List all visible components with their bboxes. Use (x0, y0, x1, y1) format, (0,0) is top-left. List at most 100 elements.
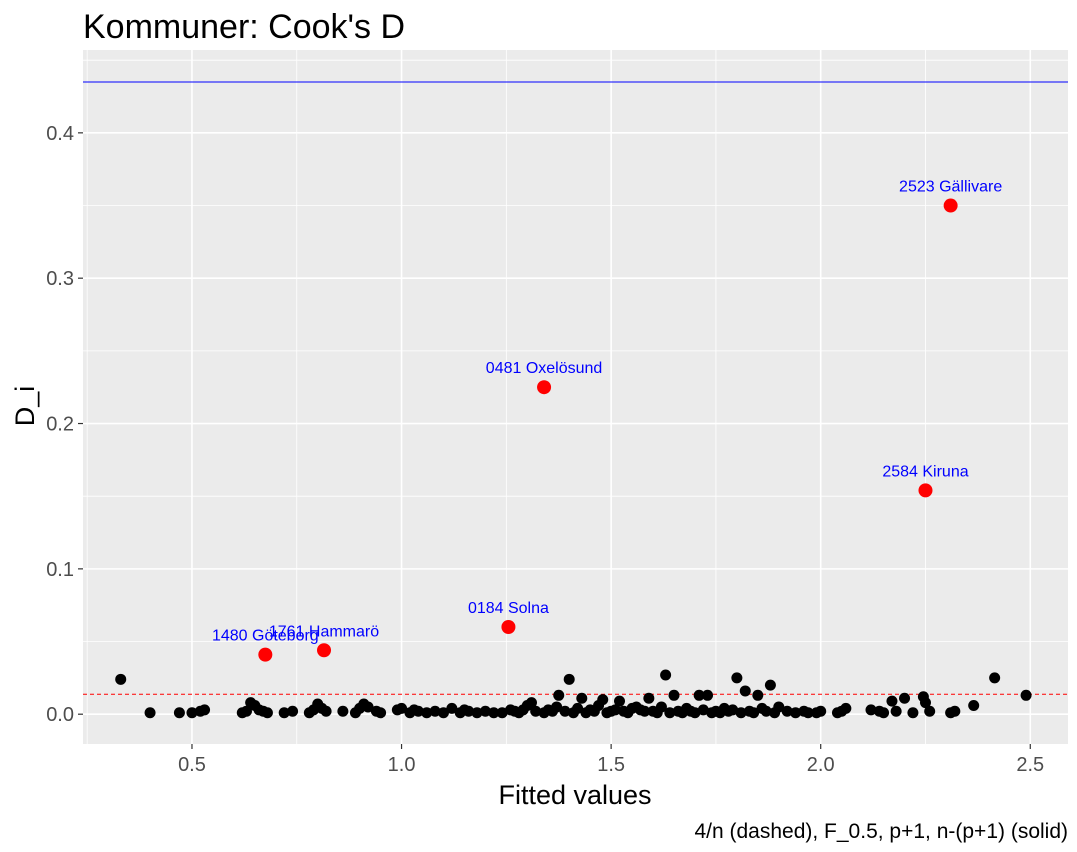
data-point (639, 705, 651, 717)
data-point (614, 695, 626, 707)
data-point (919, 697, 931, 709)
highlighted-point (258, 647, 273, 662)
data-point (572, 702, 584, 714)
data-point (479, 705, 491, 717)
highlighted-point (537, 380, 552, 395)
data-point (199, 704, 211, 716)
y-tick-label: 0.3 (46, 268, 74, 290)
data-point (781, 705, 793, 717)
data-point (989, 672, 1001, 684)
data-point (689, 707, 701, 719)
data-point (576, 692, 588, 704)
data-point (702, 689, 714, 701)
data-point (752, 689, 764, 701)
point-labels: 2523 Gällivare 0481 Oxelösund 2584 Kiruna 0… (212, 179, 1002, 645)
data-point (362, 701, 374, 713)
data-point (337, 705, 349, 717)
data-point (115, 673, 127, 685)
data-point (278, 707, 290, 719)
data-point (886, 695, 898, 707)
data-point (693, 689, 705, 701)
point-label: 0184 Solna (468, 600, 549, 617)
data-point (563, 673, 575, 685)
data-point (287, 705, 299, 717)
data-point (1020, 689, 1032, 701)
data-point (731, 672, 743, 684)
data-point (878, 707, 890, 719)
data-point (968, 699, 980, 711)
highlighted-point (918, 483, 933, 498)
y-axis: 0.0 0.1 0.2 0.3 0.4 (46, 123, 83, 726)
data-points (115, 669, 1032, 719)
data-point (760, 705, 772, 717)
y-tick-label: 0.4 (46, 123, 74, 145)
chart-title: Kommuner: Cook's D (83, 8, 405, 46)
data-point (815, 705, 827, 717)
data-point (530, 705, 542, 717)
data-point (840, 702, 852, 714)
data-point (240, 705, 252, 717)
chart-caption: 4/n (dashed), F_0.5, p+1, n-(p+1) (solid… (694, 820, 1068, 843)
data-point (668, 689, 680, 701)
data-point (907, 707, 919, 719)
y-tick-label: 0.2 (46, 414, 74, 436)
data-point (802, 707, 814, 719)
data-point (924, 705, 936, 717)
data-point (471, 707, 483, 719)
data-point (899, 692, 911, 704)
data-point (697, 704, 709, 716)
data-point (429, 705, 441, 717)
data-point (144, 707, 156, 719)
y-tick-label: 0.0 (46, 704, 74, 726)
data-point (660, 669, 672, 681)
data-point (739, 685, 751, 697)
point-label: 1761 Hammarö (269, 623, 379, 640)
data-point (396, 702, 408, 714)
data-point (597, 694, 609, 706)
minor-gridlines (83, 50, 1068, 744)
data-point (664, 707, 676, 719)
y-tick-label: 0.1 (46, 559, 74, 581)
x-tick-label: 2.0 (807, 754, 835, 776)
x-tick-label: 1.5 (597, 754, 625, 776)
x-axis-title: Fitted values (498, 780, 651, 810)
highlighted-point (943, 198, 958, 213)
data-point (261, 707, 273, 719)
highlighted-point (317, 643, 332, 658)
data-point (496, 707, 508, 719)
point-label: 2584 Kiruna (882, 463, 968, 480)
data-point (437, 707, 449, 719)
data-point (320, 705, 332, 717)
data-point (735, 707, 747, 719)
data-point (890, 705, 902, 717)
x-axis: 0.5 1.0 1.5 2.0 2.5 (178, 744, 1044, 776)
data-point (186, 707, 198, 719)
data-point (463, 705, 475, 717)
data-point (609, 704, 621, 716)
data-point (412, 705, 424, 717)
data-point (655, 701, 667, 713)
data-point (727, 704, 739, 716)
data-point (559, 705, 571, 717)
data-point (790, 707, 802, 719)
highlighted-point (501, 620, 516, 635)
x-tick-label: 1.0 (388, 754, 416, 776)
point-label: 0481 Oxelösund (486, 360, 603, 377)
data-point (764, 679, 776, 691)
highlighted-points (258, 198, 958, 662)
point-label: 1480 Göteborg (212, 628, 319, 645)
data-point (949, 705, 961, 717)
data-point (421, 707, 433, 719)
data-point (525, 697, 537, 709)
point-label: 2523 Gällivare (899, 179, 1002, 196)
data-point (865, 704, 877, 716)
x-tick-label: 0.5 (178, 754, 206, 776)
plot-panel (83, 50, 1068, 744)
data-point (643, 692, 655, 704)
data-point (773, 701, 785, 713)
y-axis-title: D_i (10, 386, 40, 427)
data-point (553, 689, 565, 701)
data-point (488, 707, 500, 719)
data-point (551, 701, 563, 713)
